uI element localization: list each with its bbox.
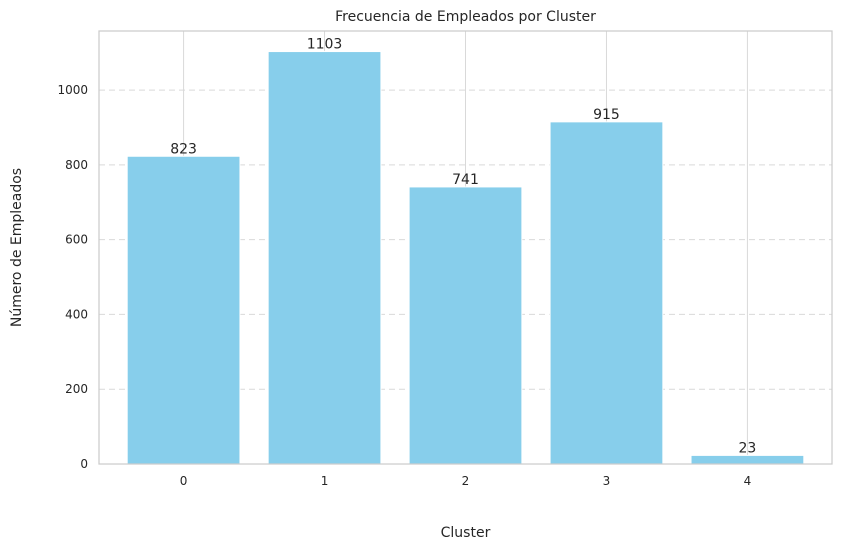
- bar: [126, 155, 241, 465]
- x-tick-label: 2: [462, 474, 470, 488]
- y-tick-label: 1000: [57, 83, 88, 97]
- ticks-layer: 0 200 400 600 800 1000 0 1 2 3 4: [57, 83, 751, 488]
- labels-layer: 823 1103 741 915 23: [170, 37, 756, 457]
- x-tick-label: 4: [744, 474, 752, 488]
- x-axis-label: Cluster: [441, 525, 491, 541]
- bar: [549, 121, 664, 465]
- bar-data-label: 1103: [307, 37, 343, 53]
- bars-layer: [126, 51, 805, 465]
- x-tick-label: 0: [180, 474, 188, 488]
- bar: [690, 454, 805, 465]
- chart-title: Frecuencia de Empleados por Cluster: [335, 9, 596, 25]
- plot-frame: [98, 30, 833, 465]
- y-axis-label: Número de Empleados: [9, 168, 25, 327]
- x-tick-label: 3: [603, 474, 611, 488]
- y-tick-label: 600: [65, 233, 88, 247]
- y-tick-label: 200: [65, 382, 88, 396]
- bar: [408, 186, 523, 465]
- bar-data-label: 915: [593, 107, 620, 123]
- bar-data-label: 823: [170, 141, 197, 157]
- bar: [267, 51, 382, 465]
- y-tick-label: 800: [65, 158, 88, 172]
- bar-data-label: 741: [452, 172, 479, 188]
- x-tick-label: 1: [321, 474, 329, 488]
- bar-data-label: 23: [739, 440, 757, 456]
- y-tick-label: 400: [65, 307, 88, 321]
- y-tick-label: 0: [80, 457, 88, 471]
